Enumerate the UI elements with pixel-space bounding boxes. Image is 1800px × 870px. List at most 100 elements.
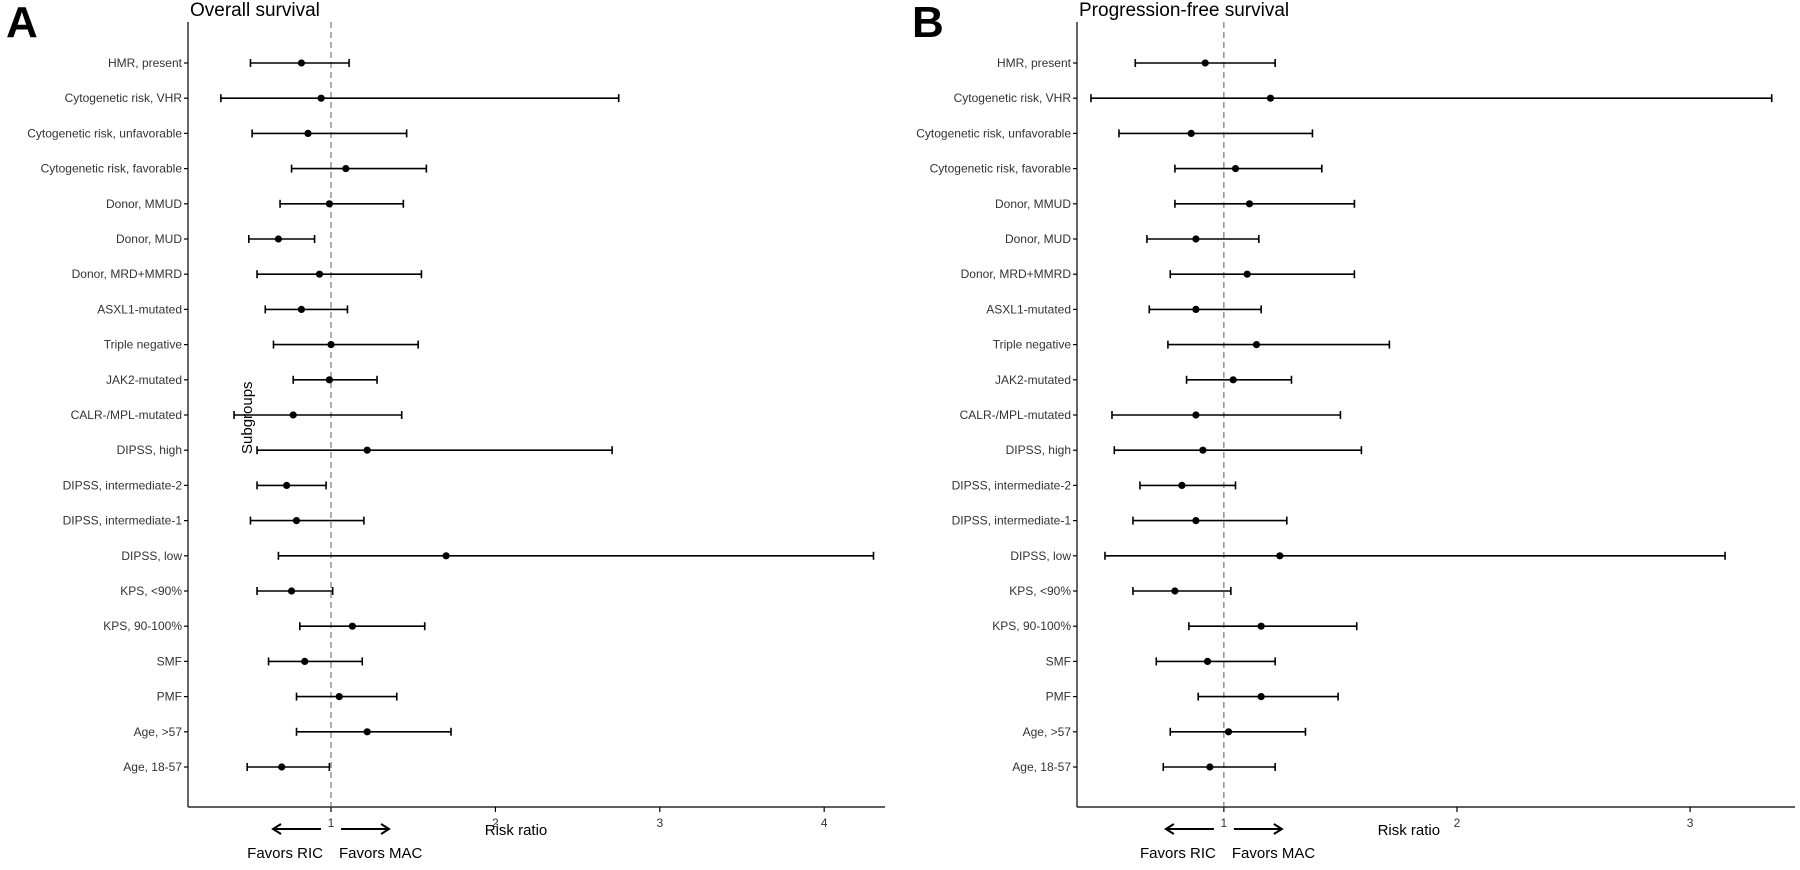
subgroup-label: DIPSS, intermediate-1 bbox=[63, 514, 183, 528]
point-estimate bbox=[1187, 129, 1195, 137]
point-estimate bbox=[1231, 165, 1240, 173]
x-tick-label: 2 bbox=[492, 816, 499, 830]
point-estimate bbox=[363, 446, 371, 454]
subgroup-label: DIPSS, high bbox=[1006, 443, 1071, 457]
subgroup-label: DIPSS, intermediate-2 bbox=[63, 478, 183, 492]
subgroup-label: Cytogenetic risk, VHR bbox=[954, 91, 1072, 105]
subgroup-label: DIPSS, low bbox=[121, 549, 182, 563]
subgroup-label: CALR-/MPL-mutated bbox=[960, 408, 1071, 422]
point-estimate bbox=[289, 411, 297, 419]
point-estimate bbox=[1171, 587, 1179, 595]
subgroup-label: KPS, <90% bbox=[120, 584, 182, 598]
point-estimate bbox=[442, 552, 450, 560]
subgroup-label: PMF bbox=[157, 690, 182, 704]
point-estimate bbox=[287, 587, 296, 595]
point-estimate bbox=[1192, 235, 1200, 243]
favors-ric-label: Favors RIC bbox=[1140, 845, 1216, 862]
point-estimate bbox=[1199, 446, 1207, 454]
point-estimate bbox=[1192, 517, 1200, 525]
subgroup-label: Age, >57 bbox=[1023, 725, 1072, 739]
subgroup-label: KPS, 90-100% bbox=[992, 619, 1071, 633]
x-tick-label: 4 bbox=[821, 816, 828, 830]
x-tick-label: 3 bbox=[1687, 816, 1694, 830]
x-axis-title: Risk ratio bbox=[485, 822, 548, 839]
panel-letter: B bbox=[912, 0, 944, 47]
subgroup-label: SMF bbox=[1046, 654, 1071, 668]
point-estimate bbox=[1206, 763, 1214, 771]
point-estimate bbox=[301, 657, 309, 666]
panel-title: Overall survival bbox=[190, 0, 320, 21]
favors-ric-arrow-icon bbox=[1163, 823, 1214, 835]
favors-mac-arrow-icon bbox=[1233, 823, 1284, 835]
point-estimate bbox=[325, 376, 333, 384]
x-tick-label: 1 bbox=[328, 816, 335, 830]
point-estimate bbox=[1276, 552, 1284, 560]
point-estimate bbox=[283, 481, 291, 489]
subgroup-label: Donor, MUD bbox=[1005, 232, 1071, 246]
subgroup-label: ASXL1-mutated bbox=[97, 302, 182, 316]
subgroup-label: DIPSS, low bbox=[1010, 549, 1071, 563]
point-estimate bbox=[1257, 622, 1265, 630]
point-estimate bbox=[348, 622, 356, 630]
subgroup-label: PMF bbox=[1046, 690, 1071, 704]
subgroup-label: Triple negative bbox=[993, 338, 1072, 352]
point-estimate bbox=[335, 693, 343, 701]
point-estimate bbox=[1203, 657, 1212, 666]
subgroup-label: Triple negative bbox=[104, 338, 183, 352]
panel-b-progression-free-survival: B Progression-free survival 1 2 3 Risk ratio F… bbox=[912, 0, 1795, 862]
subgroup-label: KPS, 90-100% bbox=[103, 619, 182, 633]
panel-letter: A bbox=[6, 0, 38, 47]
point-estimate bbox=[304, 129, 312, 137]
favors-ric-label: Favors RIC bbox=[247, 845, 323, 862]
subgroup-label: Cytogenetic risk, VHR bbox=[65, 91, 183, 105]
panel-title: Progression-free survival bbox=[1079, 0, 1289, 21]
point-estimate bbox=[274, 235, 283, 243]
subgroup-label: Donor, MMUD bbox=[106, 197, 182, 211]
subgroup-label: HMR, present bbox=[108, 56, 183, 70]
point-estimate bbox=[1252, 341, 1261, 349]
point-estimate bbox=[317, 94, 325, 102]
x-tick-label: 2 bbox=[1454, 816, 1461, 830]
point-estimate bbox=[363, 728, 371, 736]
subgroup-label: Age, 18-57 bbox=[123, 760, 182, 774]
subgroup-label: Age, >57 bbox=[134, 725, 183, 739]
point-estimate bbox=[297, 59, 306, 67]
subgroup-label: ASXL1-mutated bbox=[986, 302, 1071, 316]
x-tick-label: 1 bbox=[1221, 816, 1228, 830]
point-estimate bbox=[1192, 411, 1200, 419]
point-estimate bbox=[1224, 728, 1233, 736]
subgroup-label: DIPSS, high bbox=[117, 443, 182, 457]
subgroup-label: DIPSS, intermediate-2 bbox=[952, 478, 1072, 492]
subgroup-label: Donor, MRD+MMRD bbox=[72, 267, 183, 281]
point-estimate bbox=[1229, 376, 1237, 384]
y-axis-title: Subgroups bbox=[239, 381, 256, 454]
favors-mac-arrow-icon bbox=[341, 823, 391, 835]
subgroup-label: Donor, MMUD bbox=[995, 197, 1071, 211]
favors-mac-label: Favors MAC bbox=[339, 845, 423, 862]
subgroup-label: Donor, MUD bbox=[116, 232, 182, 246]
point-estimate bbox=[297, 305, 306, 313]
subgroup-label: JAK2-mutated bbox=[106, 373, 182, 387]
point-estimate bbox=[325, 200, 333, 208]
x-axis-title: Risk ratio bbox=[1378, 822, 1441, 839]
point-estimate bbox=[327, 341, 335, 349]
point-estimate bbox=[1243, 270, 1251, 278]
subgroup-label: Cytogenetic risk, unfavorable bbox=[916, 126, 1071, 140]
subgroup-label: Cytogenetic risk, favorable bbox=[930, 162, 1072, 176]
subgroup-label: JAK2-mutated bbox=[995, 373, 1071, 387]
point-estimate bbox=[1192, 305, 1200, 313]
point-estimate bbox=[1245, 200, 1254, 208]
subgroup-label: Cytogenetic risk, favorable bbox=[41, 162, 183, 176]
point-estimate bbox=[1178, 481, 1186, 489]
subgroup-label: KPS, <90% bbox=[1009, 584, 1071, 598]
favors-ric-arrow-icon bbox=[271, 823, 322, 835]
point-estimate bbox=[342, 165, 350, 173]
subgroup-label: CALR-/MPL-mutated bbox=[71, 408, 182, 422]
subgroup-label: DIPSS, intermediate-1 bbox=[952, 514, 1072, 528]
point-estimate bbox=[1257, 693, 1265, 701]
point-estimate bbox=[315, 270, 324, 278]
point-estimate bbox=[1266, 94, 1275, 102]
subgroup-label: HMR, present bbox=[997, 56, 1072, 70]
x-tick-label: 3 bbox=[656, 816, 663, 830]
